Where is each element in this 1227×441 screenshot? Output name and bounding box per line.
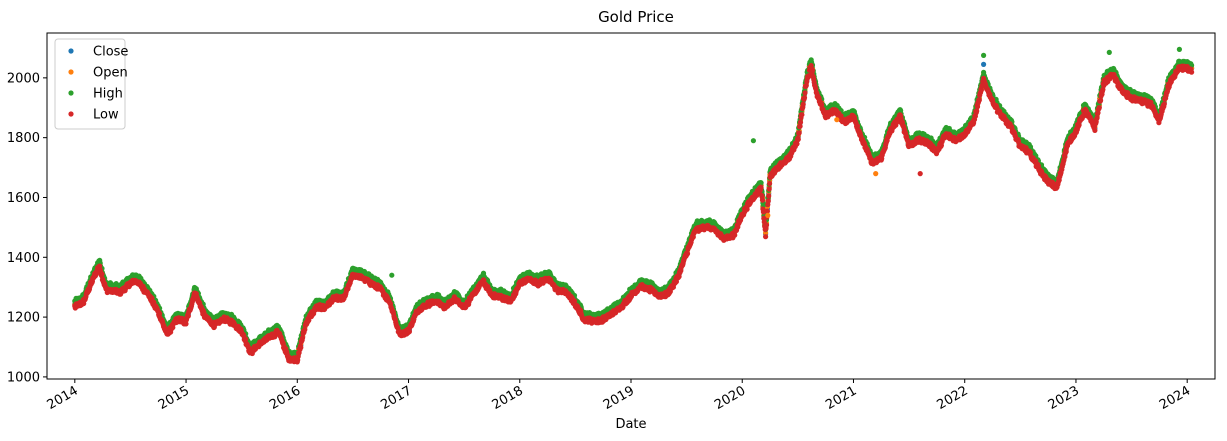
- chart-title: Gold Price: [598, 8, 674, 26]
- series-open: [72, 60, 1195, 362]
- data-points: [72, 46, 1195, 365]
- series-close: [72, 60, 1195, 363]
